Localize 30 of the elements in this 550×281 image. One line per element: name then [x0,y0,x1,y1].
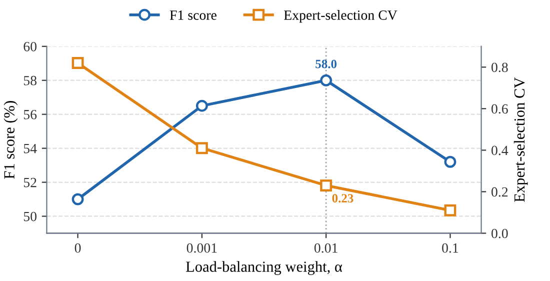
y2-axis-title: Expert-selection CV [514,77,528,202]
y2-tick-label: 0.8 [492,62,508,72]
y-axis-title: F1 score (%) [4,101,18,179]
y2-tick-label: 0.4 [492,146,508,156]
point [72,57,84,69]
point [320,180,332,192]
y-tick-label: 58 [24,76,36,86]
x-axis-title: Load-balancing weight, α [186,261,342,275]
y-tick-label: 54 [24,144,37,154]
y2-tick-label: 0.2 [492,187,508,197]
y2-tick-label: 0.0 [492,228,508,238]
point [72,193,84,206]
legend-label: F1 score [170,10,216,20]
x-tick-label: 0 [74,243,81,253]
y-tick-label: 60 [24,42,36,52]
legend-label: Expert-selection CV [284,10,398,23]
point [444,156,456,168]
data-label: 58.0 [316,60,337,68]
y2-tick-label: 0.6 [492,104,508,114]
x-tick-label: 0.01 [314,243,338,253]
data-label: 0.23 [332,194,354,203]
point [196,100,208,112]
point [320,74,332,86]
y-tick-label: 56 [24,110,37,120]
point [196,142,208,154]
point [444,204,456,216]
y-tick-label: 50 [24,212,36,222]
y-tick-label: 52 [24,178,36,188]
x-tick-label: 0.001 [186,243,217,253]
x-tick-label: 0.1 [442,243,458,253]
